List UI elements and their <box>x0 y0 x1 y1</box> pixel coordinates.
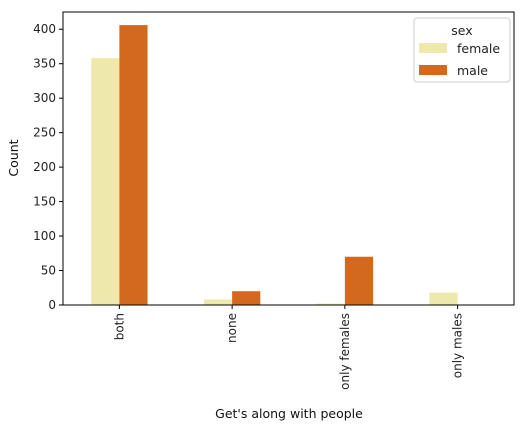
y-tick-label: 0 <box>48 298 56 312</box>
y-tick-label: 200 <box>33 160 56 174</box>
legend-title: sex <box>451 23 472 38</box>
y-tick-label: 350 <box>33 57 56 71</box>
x-axis: both none only females only males <box>112 305 465 390</box>
y-axis: 0 50 100 150 200 250 300 350 400 <box>33 22 63 312</box>
legend-swatch-female <box>419 43 447 53</box>
bar-female-none <box>203 299 233 305</box>
bar-male-both <box>119 25 148 305</box>
y-axis-label: Count <box>6 139 21 176</box>
bars-layer <box>91 25 458 305</box>
bar-female-only-males <box>429 292 458 305</box>
legend-label-male: male <box>457 63 488 78</box>
y-tick-label: 100 <box>33 229 56 243</box>
x-axis-label: Get's along with people <box>215 406 363 421</box>
x-tick-label: only females <box>338 313 352 390</box>
legend: sex female male <box>413 17 511 83</box>
bar-male-only-females <box>344 256 374 305</box>
x-tick-label: both <box>112 313 126 340</box>
bar-male-none <box>232 291 261 305</box>
y-tick-label: 250 <box>33 126 56 140</box>
plot-frame <box>62 11 515 306</box>
bar-female-both <box>91 58 120 305</box>
y-tick-label: 50 <box>41 264 56 278</box>
bar-female-only-females <box>316 303 345 305</box>
x-tick-label: none <box>225 313 239 343</box>
x-tick-label: only males <box>451 313 465 378</box>
y-tick-label: 400 <box>33 22 56 36</box>
y-tick-label: 300 <box>33 91 56 105</box>
legend-swatch-male <box>419 65 447 75</box>
y-tick-label: 150 <box>33 195 56 209</box>
legend-label-female: female <box>457 41 500 56</box>
